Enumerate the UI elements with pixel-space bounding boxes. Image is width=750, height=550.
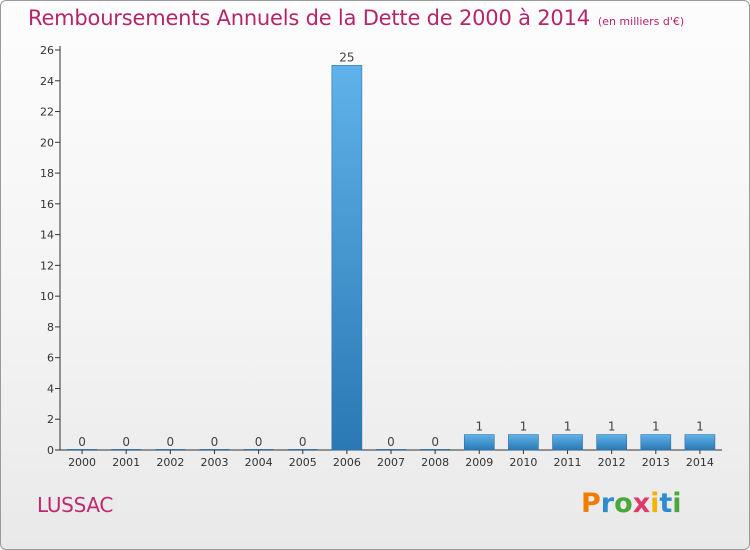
logo-letter: x xyxy=(632,488,651,519)
data-label: 1 xyxy=(520,420,528,434)
data-label: 1 xyxy=(652,420,660,434)
y-tick-label: 22 xyxy=(40,106,54,119)
y-tick-label: 2 xyxy=(47,413,54,426)
y-tick-label: 4 xyxy=(47,382,54,395)
y-tick-label: 20 xyxy=(40,136,54,149)
logo-letter: r xyxy=(600,488,615,519)
x-tick-label: 2005 xyxy=(289,456,317,469)
bar xyxy=(376,449,406,450)
x-tick-label: 2008 xyxy=(421,456,449,469)
y-tick-label: 12 xyxy=(40,259,54,272)
chart-title-main: Remboursements Annuels de la Dette de 20… xyxy=(28,6,590,30)
data-label: 0 xyxy=(78,435,86,449)
chart-title: Remboursements Annuels de la Dette de 20… xyxy=(28,6,684,30)
x-tick-label: 2000 xyxy=(68,456,96,469)
bar xyxy=(508,434,539,451)
y-tick-label: 18 xyxy=(40,167,54,180)
x-tick-label: 2009 xyxy=(465,456,493,469)
x-tick-label: 2001 xyxy=(112,456,140,469)
x-tick-label: 2011 xyxy=(554,456,582,469)
y-tick-label: 6 xyxy=(47,352,54,365)
logo-letter: i xyxy=(672,488,682,519)
bar xyxy=(420,449,451,450)
x-tick-label: 2013 xyxy=(642,456,670,469)
chart-title-unit: (en milliers d'€) xyxy=(597,15,685,28)
bar xyxy=(155,449,186,450)
x-tick-label: 2012 xyxy=(598,456,626,469)
data-label: 0 xyxy=(167,435,175,449)
x-tick-label: 2003 xyxy=(200,456,228,469)
data-label: 1 xyxy=(475,420,483,434)
data-label: 0 xyxy=(211,435,219,449)
x-tick-label: 2006 xyxy=(333,456,361,469)
commune-name: LUSSAC xyxy=(37,493,114,517)
data-label: 25 xyxy=(339,50,354,64)
x-tick-label: 2002 xyxy=(156,456,184,469)
logo-letter: i xyxy=(650,488,660,519)
bar xyxy=(111,449,142,450)
y-tick-label: 26 xyxy=(40,44,54,57)
x-tick-label: 2014 xyxy=(686,456,714,469)
logo-letter: t xyxy=(659,488,673,519)
x-tick-label: 2007 xyxy=(377,456,405,469)
bar xyxy=(287,449,318,450)
data-label: 0 xyxy=(299,435,307,449)
bar xyxy=(67,449,98,450)
y-tick-label: 16 xyxy=(40,198,54,211)
y-tick-label: 0 xyxy=(47,444,54,457)
bar xyxy=(552,434,583,451)
data-label: 0 xyxy=(255,435,263,449)
bar xyxy=(463,434,495,451)
bar xyxy=(199,449,230,450)
bar xyxy=(596,434,627,451)
data-label: 1 xyxy=(608,420,616,434)
y-tick-label: 10 xyxy=(40,290,54,303)
y-tick-label: 24 xyxy=(40,75,54,88)
data-label: 0 xyxy=(387,435,395,449)
y-tick-label: 8 xyxy=(47,321,54,334)
proxiti-logo[interactable]: Proxiti xyxy=(581,488,682,519)
bar xyxy=(331,65,363,451)
bar xyxy=(640,434,672,451)
y-tick-label: 14 xyxy=(40,229,54,242)
x-tick-label: 2010 xyxy=(509,456,537,469)
logo-letter: P xyxy=(581,488,601,519)
bar xyxy=(243,449,274,450)
data-label: 1 xyxy=(696,420,704,434)
data-label: 0 xyxy=(122,435,130,449)
data-label: 1 xyxy=(564,420,572,434)
x-tick-label: 2004 xyxy=(245,456,273,469)
logo-letter: o xyxy=(614,488,633,519)
data-label: 0 xyxy=(431,435,439,449)
bar xyxy=(684,434,716,451)
